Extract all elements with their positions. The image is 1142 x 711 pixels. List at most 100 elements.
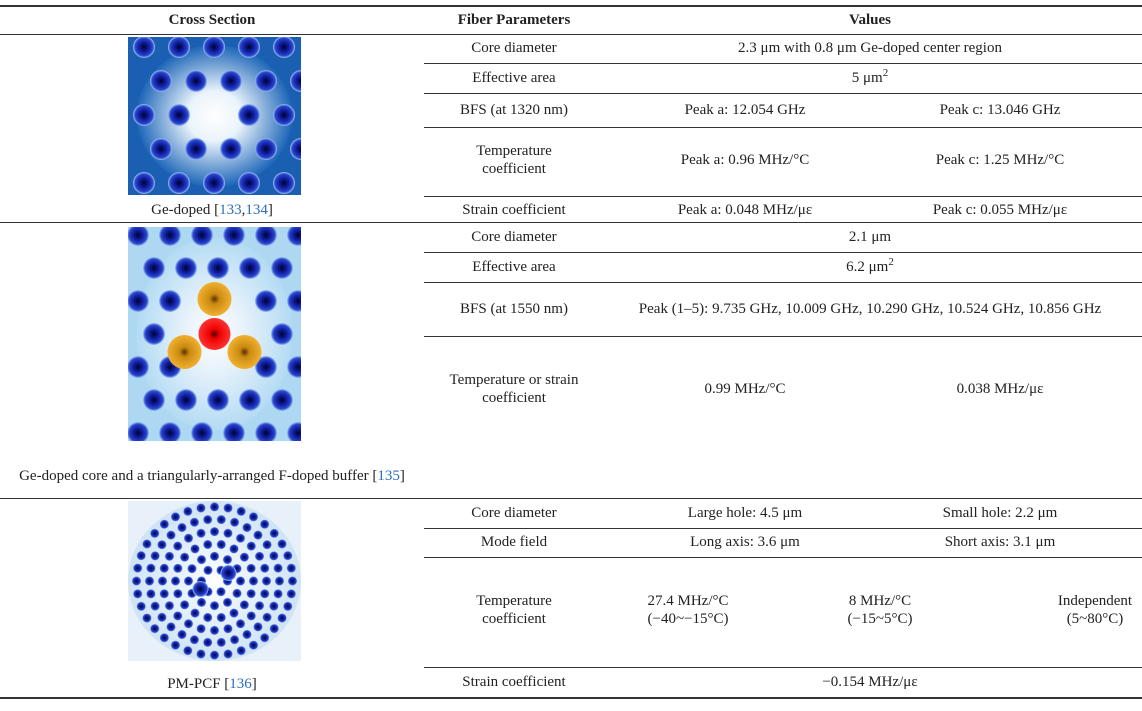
citation[interactable]: 135 (377, 468, 400, 484)
fiber-cross-section (128, 37, 301, 195)
parameter: Core diameter (447, 39, 582, 57)
shape (230, 518, 239, 527)
shape (220, 70, 242, 92)
shape (240, 600, 249, 609)
shape (150, 529, 159, 538)
parameter-cell: BFS (at 1550 nm) (447, 300, 582, 318)
shape (177, 523, 186, 532)
shape (260, 520, 269, 529)
shape (203, 515, 212, 524)
shape (151, 551, 160, 560)
parameter: Temperature or strain coefficient (447, 371, 582, 407)
shape (171, 512, 180, 521)
shape (133, 564, 142, 573)
shape (217, 638, 226, 647)
superscript: 2 (888, 256, 894, 268)
shape (210, 651, 219, 660)
shape (255, 290, 277, 312)
rule (424, 557, 1142, 558)
caption-text: ] (268, 202, 273, 218)
shape (175, 389, 197, 411)
shape (132, 576, 141, 585)
value: Large hole: 4.5 μm (688, 505, 802, 521)
shape (193, 581, 209, 597)
shape (159, 290, 181, 312)
value: Independent (1058, 593, 1132, 609)
parameter-cell: Core diameter (447, 39, 582, 57)
shape (133, 172, 155, 194)
shape (277, 539, 286, 548)
shape (143, 323, 165, 345)
value-note: (−15~5°C) (847, 611, 912, 627)
value: Peak a: 0.048 MHz/με (678, 202, 812, 218)
citation[interactable]: 133 (219, 202, 242, 218)
shape (217, 613, 226, 622)
shape (190, 635, 199, 644)
shape (165, 601, 174, 610)
parameter-cell: Core diameter (447, 504, 582, 522)
value-cell: Peak a: 12.054 GHz (620, 101, 870, 119)
shape (237, 507, 246, 516)
parameter: Effective area (447, 69, 582, 87)
shape (217, 540, 226, 549)
shape (190, 608, 199, 617)
caption-text: ] (400, 468, 405, 484)
shape (142, 613, 151, 622)
shape (223, 598, 232, 607)
parameter-cell: Strain coefficient (447, 201, 582, 219)
shape (168, 37, 190, 58)
shape (262, 540, 271, 549)
shape (160, 564, 169, 573)
shape (150, 138, 172, 160)
parameter: BFS (at 1550 nm) (447, 300, 582, 318)
shape (242, 523, 251, 532)
shape (236, 576, 245, 585)
shape (158, 576, 167, 585)
parameter: BFS (at 1320 nm) (447, 101, 582, 119)
shape (273, 589, 282, 598)
shape (146, 564, 155, 573)
value-cell: Short axis: 3.1 μm (875, 533, 1125, 551)
citation[interactable]: 136 (229, 676, 252, 692)
value-cell: 27.4 MHz/°C(−40~−15°C) (613, 592, 763, 628)
parameter: Mode field (447, 533, 582, 551)
value-cell: 0.038 MHz/με (875, 380, 1125, 398)
shape (217, 515, 226, 524)
rule (0, 34, 1142, 35)
shape (273, 172, 295, 194)
parameter: Effective area (447, 258, 582, 276)
shape (269, 602, 278, 611)
shape (253, 531, 262, 540)
value-cell: 0.99 MHz/°C (620, 380, 870, 398)
value: Peak (1–5): 9.735 GHz, 10.009 GHz, 10.29… (639, 301, 1101, 317)
fiber-cross-section (128, 501, 301, 661)
value-cell: Peak (1–5): 9.735 GHz, 10.009 GHz, 10.29… (625, 300, 1115, 318)
rule (424, 667, 1142, 668)
caption-text: Ge-doped core and a triangularly-arrange… (19, 468, 377, 484)
value: 5 μm (852, 70, 883, 86)
shape (239, 389, 261, 411)
shape (247, 564, 256, 573)
shape (137, 45, 293, 187)
parameter: Temperature coefficient (447, 142, 582, 178)
shape (150, 70, 172, 92)
value: 8 MHz/°C (849, 593, 911, 609)
shape (247, 611, 256, 620)
shape (247, 589, 256, 598)
value: Peak a: 12.054 GHz (685, 102, 806, 118)
shape (160, 633, 169, 642)
value: −0.154 MHz/με (822, 674, 917, 690)
shape (133, 37, 155, 58)
shape (262, 613, 271, 622)
shape (184, 619, 193, 628)
shape (288, 576, 297, 585)
shape (142, 539, 151, 548)
rule (424, 63, 1142, 64)
value: 27.4 MHz/°C (648, 593, 729, 609)
value-cell: 2.3 μm with 0.8 μm Ge-doped center regio… (625, 39, 1115, 57)
shape (210, 601, 219, 610)
value: 0.99 MHz/°C (705, 381, 786, 397)
shape (270, 624, 279, 633)
citation[interactable]: 134 (245, 202, 268, 218)
shape (223, 649, 232, 658)
